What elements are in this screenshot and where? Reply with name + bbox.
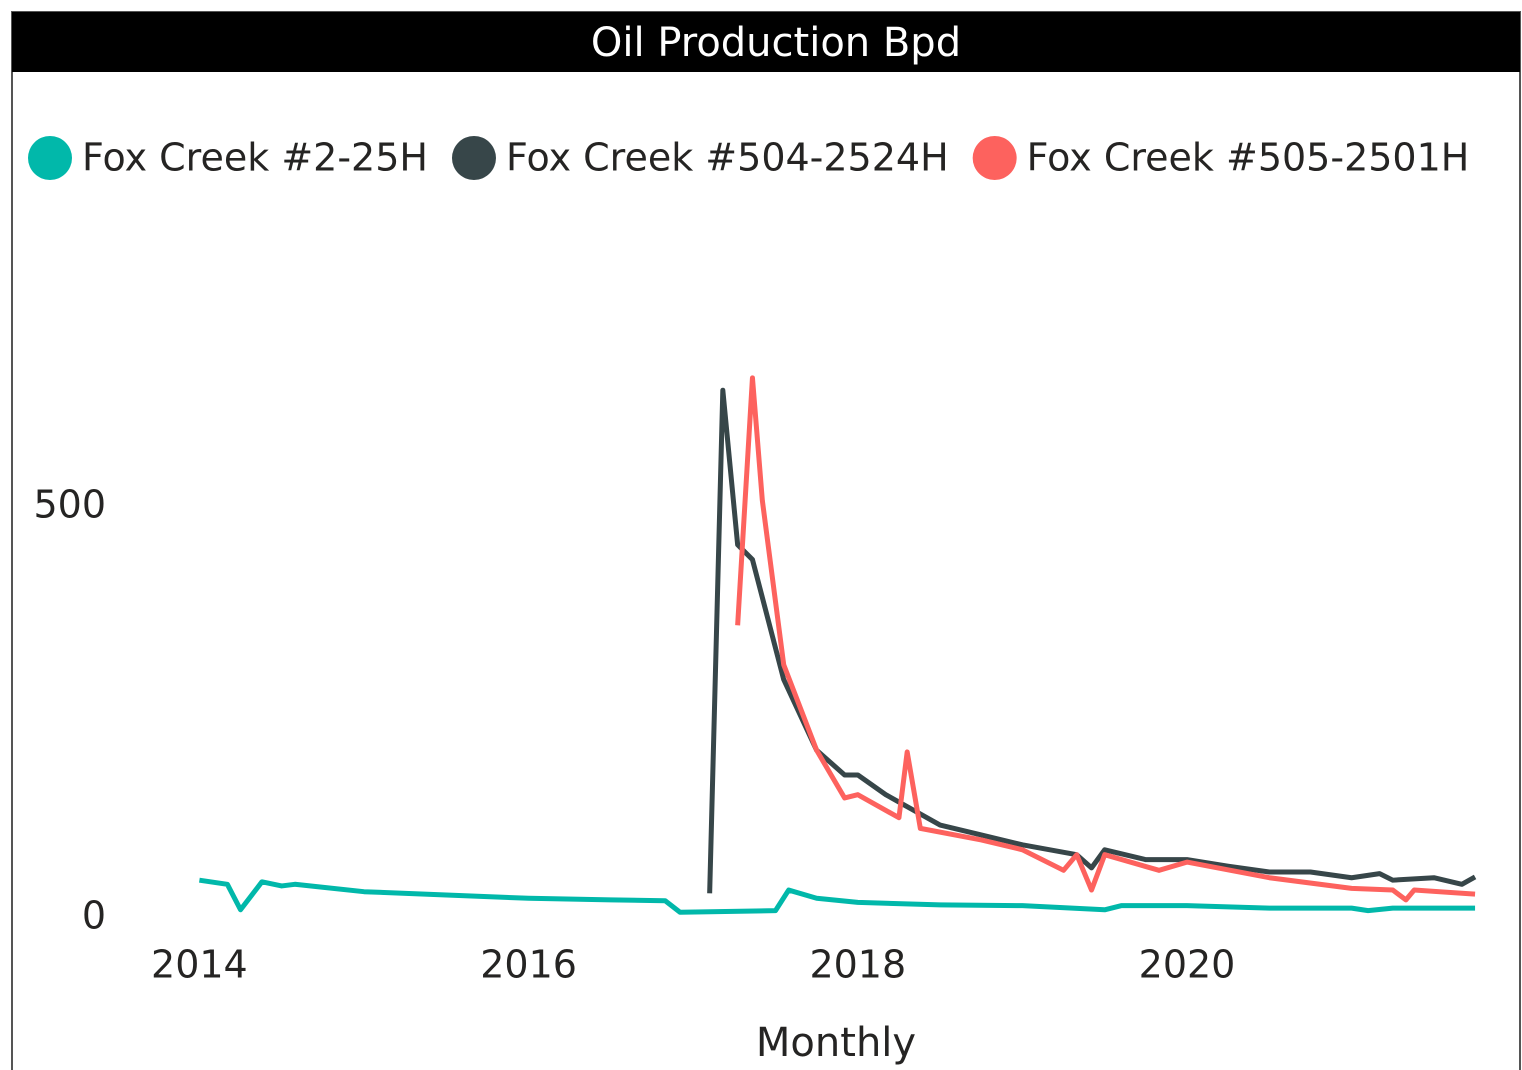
x-tick-label: 2016 [480,943,577,987]
y-tick-label: 500 [33,482,106,526]
chart-title: Oil Production Bpd [591,20,961,66]
x-tick-label: 2020 [1139,943,1236,987]
series-line [707,387,1477,894]
legend-marker [972,136,1017,180]
x-tick-label: 2018 [809,943,906,987]
x-tick-label: 2014 [151,943,248,987]
title-bar [12,12,1520,72]
legend-label: Fox Creek #2-25H [82,136,428,180]
legend-marker [451,136,496,180]
legend-label: Fox Creek #505-2501H [1027,136,1470,180]
legend-label: Fox Creek #504-2524H [506,136,949,180]
y-tick-label: 0 [82,894,106,938]
series-line [199,877,1476,915]
x-axis-label: Monthly [756,1020,916,1066]
series-line [735,375,1476,903]
legend-marker [28,136,72,180]
